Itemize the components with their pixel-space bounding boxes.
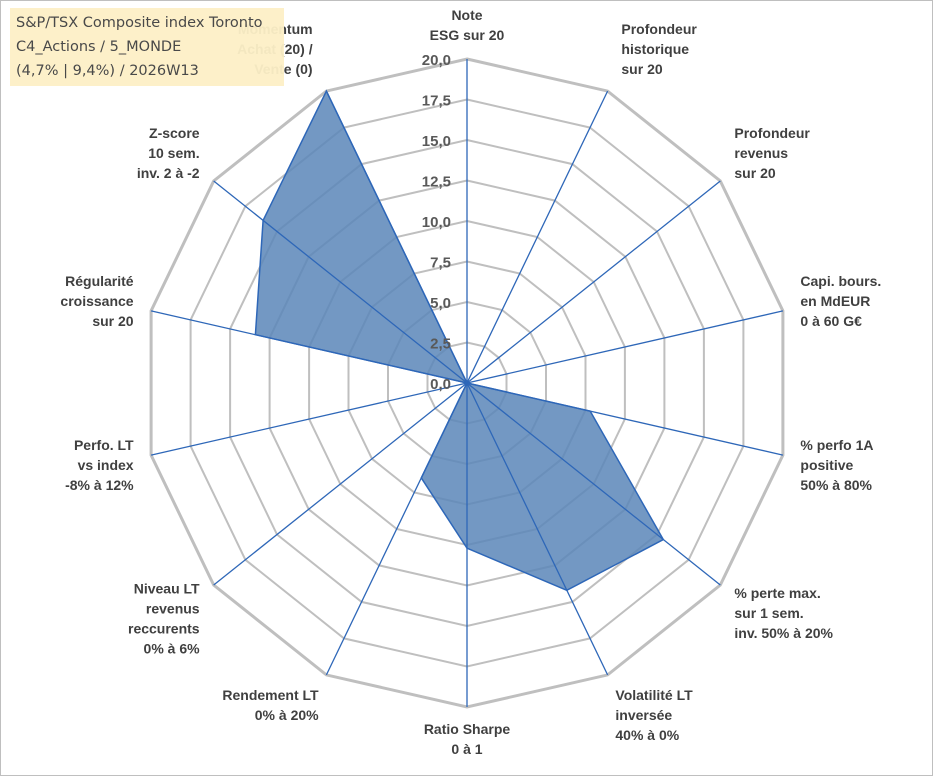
axis-label-line: Capi. bours. — [800, 273, 881, 289]
axis-label-line: Volatilité LT — [615, 687, 693, 703]
spoke-rendement-lt — [325, 382, 468, 676]
tick-label: 20,0 — [422, 52, 451, 69]
axis-label-perfo-1a-positive: % perfo 1A positive 50% à 80% — [800, 437, 873, 493]
axis-label-rendement-lt: Rendement LT 0% à 20% — [222, 687, 319, 723]
tick-label: 2,5 — [430, 336, 451, 353]
axis-label-line: croissance — [60, 293, 133, 309]
axis-label-line: 0% à 20% — [255, 707, 319, 723]
axis-label-line: % perfo 1A — [800, 437, 873, 453]
spoke-niveau-lt-revenus — [213, 382, 468, 586]
axis-label-line: inv. 2 à -2 — [137, 165, 200, 181]
spoke-regularite-croissance — [150, 310, 468, 384]
axis-label-line: sur 1 sem. — [734, 605, 803, 621]
tick-label: 10,0 — [422, 214, 451, 231]
axis-label-line: Z-score — [149, 125, 200, 141]
axis-label-ratio-sharpe: Ratio Sharpe 0 à 1 — [424, 721, 511, 757]
axis-label-line: 0 à 1 — [451, 741, 482, 757]
spoke-z-score — [213, 180, 468, 384]
axis-label-line: vs index — [78, 457, 134, 473]
axis-label-line: Régularité — [65, 273, 134, 289]
info-box: S&P/TSX Composite index Toronto C4_Actio… — [10, 8, 284, 86]
axis-labels: Note ESG sur 20 Profondeur historique sur 20… — [60, 7, 881, 757]
axis-label-line: sur 20 — [621, 61, 662, 77]
radial-tick-labels: 0,0 2,5 5,0 7,5 10,0 12,5 15,0 17,5 20,0 — [422, 52, 451, 393]
axis-label-line: reccurents — [128, 621, 200, 637]
spoke-volatilite-lt — [466, 382, 609, 676]
spoke-perte-max — [466, 382, 721, 586]
spoke-perfo-lt-vs-index — [150, 382, 468, 456]
axis-label-line: 0 à 60 G€ — [800, 313, 862, 329]
axis-label-line: positive — [800, 457, 853, 473]
axis-label-line: historique — [621, 41, 689, 57]
axis-label-line: 40% à 0% — [615, 727, 679, 743]
axis-label-line: Note — [451, 7, 482, 23]
axis-label-line: Profondeur — [621, 21, 697, 37]
radar-spokes — [150, 59, 784, 707]
axis-label-line: Profondeur — [734, 125, 810, 141]
axis-label-line: ESG sur 20 — [430, 27, 505, 43]
axis-label-capi-bours: Capi. bours. en MdEUR 0 à 60 G€ — [800, 273, 881, 329]
axis-label-line: -8% à 12% — [65, 477, 134, 493]
tick-label: 17,5 — [422, 93, 451, 110]
axis-label-esg: Note ESG sur 20 — [430, 7, 505, 43]
info-stats: (4,7% | 9,4%) / 2026W13 — [16, 63, 199, 79]
spoke-momentum — [325, 90, 468, 384]
axis-label-line: Ratio Sharpe — [424, 721, 511, 737]
tick-label: 5,0 — [430, 295, 451, 312]
axis-label-line: 10 sem. — [148, 145, 199, 161]
axis-label-line: revenus — [734, 145, 788, 161]
tick-label: 15,0 — [422, 133, 451, 150]
axis-label-z-score: Z-score 10 sem. inv. 2 à -2 — [137, 125, 200, 181]
axis-label-line: sur 20 — [92, 313, 133, 329]
axis-label-profondeur-revenus: Profondeur revenus sur 20 — [734, 125, 810, 181]
spoke-profondeur-historique — [466, 90, 609, 384]
tick-label: 0,0 — [430, 376, 451, 393]
axis-label-line: 0% à 6% — [144, 641, 201, 657]
axis-label-line: Rendement LT — [222, 687, 319, 703]
axis-label-line: inversée — [615, 707, 672, 723]
axis-label-line: en MdEUR — [800, 293, 870, 309]
tick-label: 12,5 — [422, 174, 451, 191]
axis-label-line: revenus — [146, 601, 200, 617]
tick-label: 7,5 — [430, 255, 451, 272]
info-category: C4_Actions / 5_MONDE — [16, 39, 182, 55]
axis-label-regularite-croissance: Régularité croissance sur 20 — [60, 273, 133, 329]
axis-label-line: % perte max. — [734, 585, 820, 601]
axis-label-line: Niveau LT — [134, 581, 200, 597]
axis-label-line: sur 20 — [734, 165, 775, 181]
axis-label-profondeur-historique: Profondeur historique sur 20 — [621, 21, 697, 77]
spoke-profondeur-revenus — [466, 180, 721, 384]
spoke-perfo-1a-positive — [466, 382, 784, 456]
axis-label-niveau-lt-revenus: Niveau LT revenus reccurents 0% à 6% — [128, 581, 200, 657]
axis-label-line: Perfo. LT — [74, 437, 134, 453]
axis-label-line: inv. 50% à 20% — [734, 625, 833, 641]
info-title: S&P/TSX Composite index Toronto — [16, 15, 263, 31]
axis-label-perfo-lt-vs-index: Perfo. LT vs index -8% à 12% — [65, 437, 134, 493]
spoke-capi-bours — [466, 310, 784, 384]
axis-label-volatilite-lt: Volatilité LT inversée 40% à 0% — [615, 687, 693, 743]
axis-label-line: 50% à 80% — [800, 477, 872, 493]
axis-label-perte-max: % perte max. sur 1 sem. inv. 50% à 20% — [734, 585, 833, 641]
